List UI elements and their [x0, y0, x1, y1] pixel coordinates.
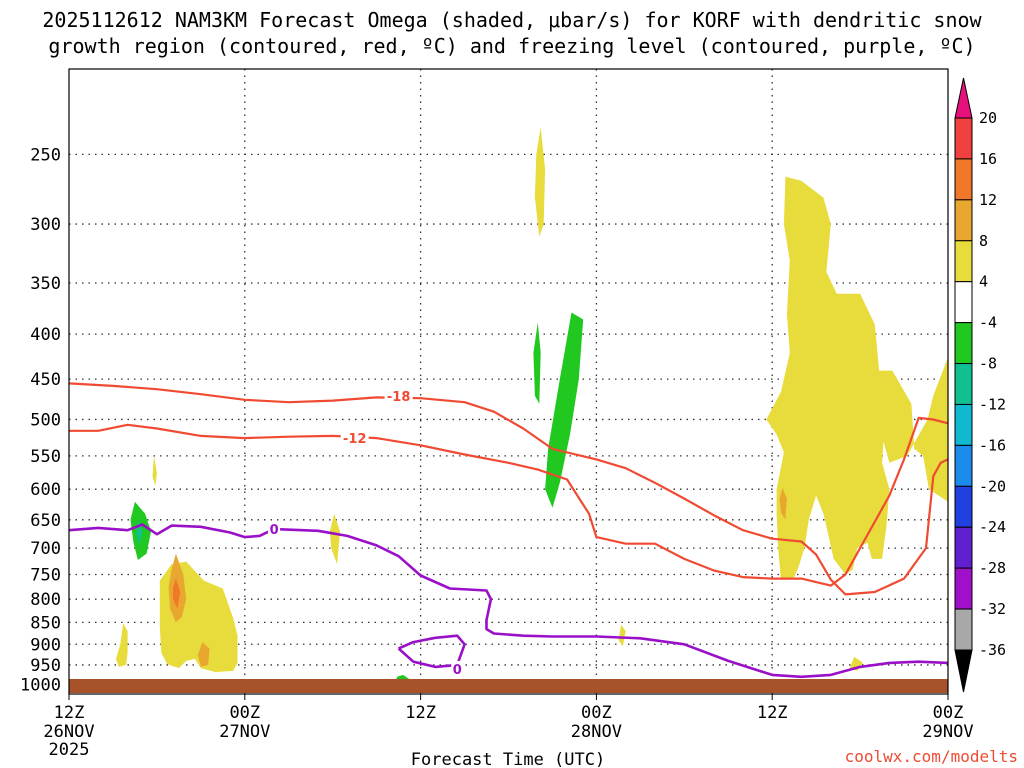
omega-region-2 [173, 578, 181, 609]
colorbar-label-12: -32 [979, 600, 1006, 618]
colorbar-label-3: 8 [979, 232, 988, 250]
y-tick-label-950: 950 [30, 656, 61, 676]
colorbar-label-2: 12 [979, 191, 997, 209]
credit-text: coolwx.com/modelts [845, 747, 1018, 766]
freezing-0-main-line [68, 523, 949, 679]
freezing-0-loop-label: 0 [453, 663, 462, 678]
omega-region-15 [766, 176, 948, 580]
y-tick-label-700: 700 [30, 539, 61, 559]
colorbar: 20 16 12 8 4 -4 -8 -12 -16 -20 -24 -28 -32 -36 [954, 77, 1006, 693]
omega-region-13 [533, 322, 541, 404]
colorbar-band-3 [954, 240, 973, 283]
colorbar-band-10 [954, 526, 973, 569]
colorbar-band-4 [954, 281, 973, 324]
colorbar-label-13: -36 [979, 641, 1006, 659]
colorbar-band-2 [954, 199, 973, 242]
y-tick-label-850: 850 [30, 613, 61, 633]
colorbar-bottom-arrow [954, 649, 973, 693]
y-tick-label-750: 750 [30, 566, 61, 586]
colorbar-band-9 [954, 485, 973, 528]
omega-region-7 [534, 127, 546, 237]
colorbar-label-4: 4 [979, 273, 988, 291]
colorbar-label-5: -4 [979, 314, 997, 332]
colorbar-band-1 [954, 158, 973, 201]
y-tick-label-400: 400 [30, 325, 61, 345]
x-tick-date-h36: 28NOV [571, 722, 622, 742]
y-tick-label-600: 600 [30, 480, 61, 500]
omega-shading [115, 127, 948, 683]
y-tick-label-900: 900 [30, 635, 61, 655]
freezing-0-loop-line [397, 634, 466, 669]
colorbar-label-6: -8 [979, 355, 997, 373]
colorbar-band-8 [954, 444, 973, 487]
y-axis-ticks: 2503003504004505005506006507007508008509… [20, 145, 61, 695]
x-tick-year-h0: 2025 [49, 740, 90, 760]
freezing-0-main-label-bg [268, 521, 281, 537]
dgz-minus18-label: -18 [387, 390, 411, 405]
x-tick-label-h48: 12Z [757, 703, 788, 723]
dgz-minus18-label-bg [384, 387, 413, 403]
colorbar-band-11 [954, 567, 973, 610]
x-tick-label-h24: 12Z [405, 703, 436, 723]
freezing-0-main-label: 0 [270, 523, 279, 538]
contour-lines: -18 -12 0 0 [68, 382, 949, 679]
colorbar-band-6 [954, 363, 973, 405]
omega-region-4 [115, 623, 128, 667]
y-tick-label-500: 500 [30, 410, 61, 430]
y-tick-label-450: 450 [30, 370, 61, 390]
dgz-minus12-label: -12 [343, 432, 367, 447]
y-tick-label-800: 800 [30, 590, 61, 610]
freezing-0-loop-label-bg [451, 660, 464, 676]
x-tick-label-h12: 00Z [229, 703, 260, 723]
omega-region-16 [779, 487, 787, 520]
chart-title-line1: 2025112612 NAM3KM Forecast Omega (shaded… [42, 8, 982, 32]
x-tick-date-h0: 26NOV [43, 722, 94, 742]
omega-region-6 [329, 513, 340, 565]
dgz-minus18-line [68, 382, 949, 596]
colorbar-label-1: 16 [979, 150, 997, 168]
y-tick-label-550: 550 [30, 447, 61, 467]
colorbar-label-0: 20 [979, 109, 997, 127]
colorbar-label-8: -16 [979, 436, 1006, 454]
colorbar-band-7 [954, 403, 973, 446]
y-tick-label-250: 250 [30, 145, 61, 165]
x-tick-label-h60: 00Z [933, 703, 964, 723]
colorbar-label-11: -28 [979, 559, 1006, 577]
x-tick-label-h36: 00Z [581, 703, 612, 723]
x-tick-date-h12: 27NOV [219, 722, 270, 742]
dgz-minus12-line [69, 416, 949, 587]
colorbar-top-arrow [954, 77, 973, 119]
omega-region-3 [197, 642, 210, 667]
dgz-minus12-label-bg [340, 430, 369, 446]
colorbar-label-10: -24 [979, 518, 1006, 536]
colorbar-label-7: -12 [979, 395, 1006, 413]
omega-region-5 [152, 455, 157, 486]
plot-frame [68, 68, 949, 695]
y-tick-label-1000: 1000 [20, 676, 61, 696]
chart-title-line2: growth region (contoured, red, ºC) and f… [48, 34, 975, 58]
colorbar-band-0 [954, 117, 973, 160]
gridlines [69, 69, 948, 694]
y-tick-label-350: 350 [30, 274, 61, 294]
x-axis-label: Forecast Time (UTC) [411, 750, 605, 768]
y-tick-label-300: 300 [30, 215, 61, 235]
y-tick-label-650: 650 [30, 511, 61, 531]
colorbar-band-12 [954, 608, 973, 651]
x-tick-label-h0: 12Z [54, 703, 85, 723]
omega-region-8 [618, 624, 626, 647]
colorbar-label-9: -20 [979, 477, 1006, 495]
omega-region-12 [545, 312, 584, 508]
ground-terrain [69, 679, 948, 693]
colorbar-band-5 [954, 322, 973, 365]
x-tick-date-h60: 29NOV [922, 722, 973, 742]
